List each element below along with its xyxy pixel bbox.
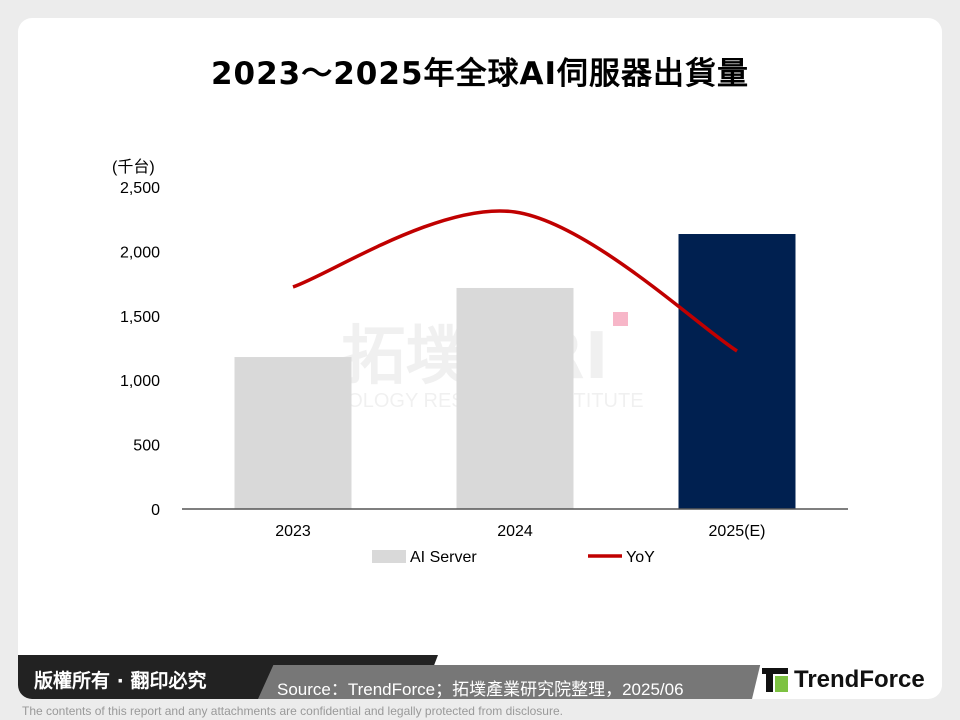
bar-2025(E) bbox=[678, 234, 796, 509]
x-tick-label: 2024 bbox=[497, 523, 533, 540]
watermark-mark bbox=[613, 312, 628, 326]
y-axis-unit: (千台) bbox=[112, 158, 155, 176]
copyright-text: 版權所有 · 翻印必究 bbox=[34, 670, 207, 692]
x-tick-label: 2025(E) bbox=[709, 523, 766, 540]
y-tick-label: 1,500 bbox=[120, 309, 160, 326]
source-band bbox=[258, 665, 770, 699]
chart-title: 2023～2025年全球AI伺服器出貨量 bbox=[210, 56, 750, 92]
trendforce-logo-icon bbox=[762, 668, 788, 692]
y-tick-label: 2,000 bbox=[120, 244, 160, 261]
y-tick-label: 0 bbox=[151, 502, 160, 519]
disclaimer-text: The contents of this report and any atta… bbox=[22, 704, 563, 718]
source-text: Source：TrendForce；拓墣產業研究院整理，2025/06 bbox=[277, 680, 684, 699]
y-tick-label: 2,500 bbox=[120, 180, 160, 197]
legend-label-yoy: YoY bbox=[626, 549, 655, 566]
legend-label-ai-server: AI Server bbox=[410, 549, 477, 566]
legend-swatch-ai-server bbox=[372, 550, 406, 563]
bar-2023 bbox=[234, 357, 352, 509]
yoy-line bbox=[292, 209, 738, 353]
trendforce-logo: TrendForce bbox=[762, 666, 925, 694]
bar-2024 bbox=[456, 287, 574, 509]
x-tick-label: 2023 bbox=[275, 523, 311, 540]
logo-text: TrendForce bbox=[794, 666, 925, 693]
y-tick-label: 500 bbox=[133, 438, 160, 455]
y-tick-label: 1,000 bbox=[120, 373, 160, 390]
